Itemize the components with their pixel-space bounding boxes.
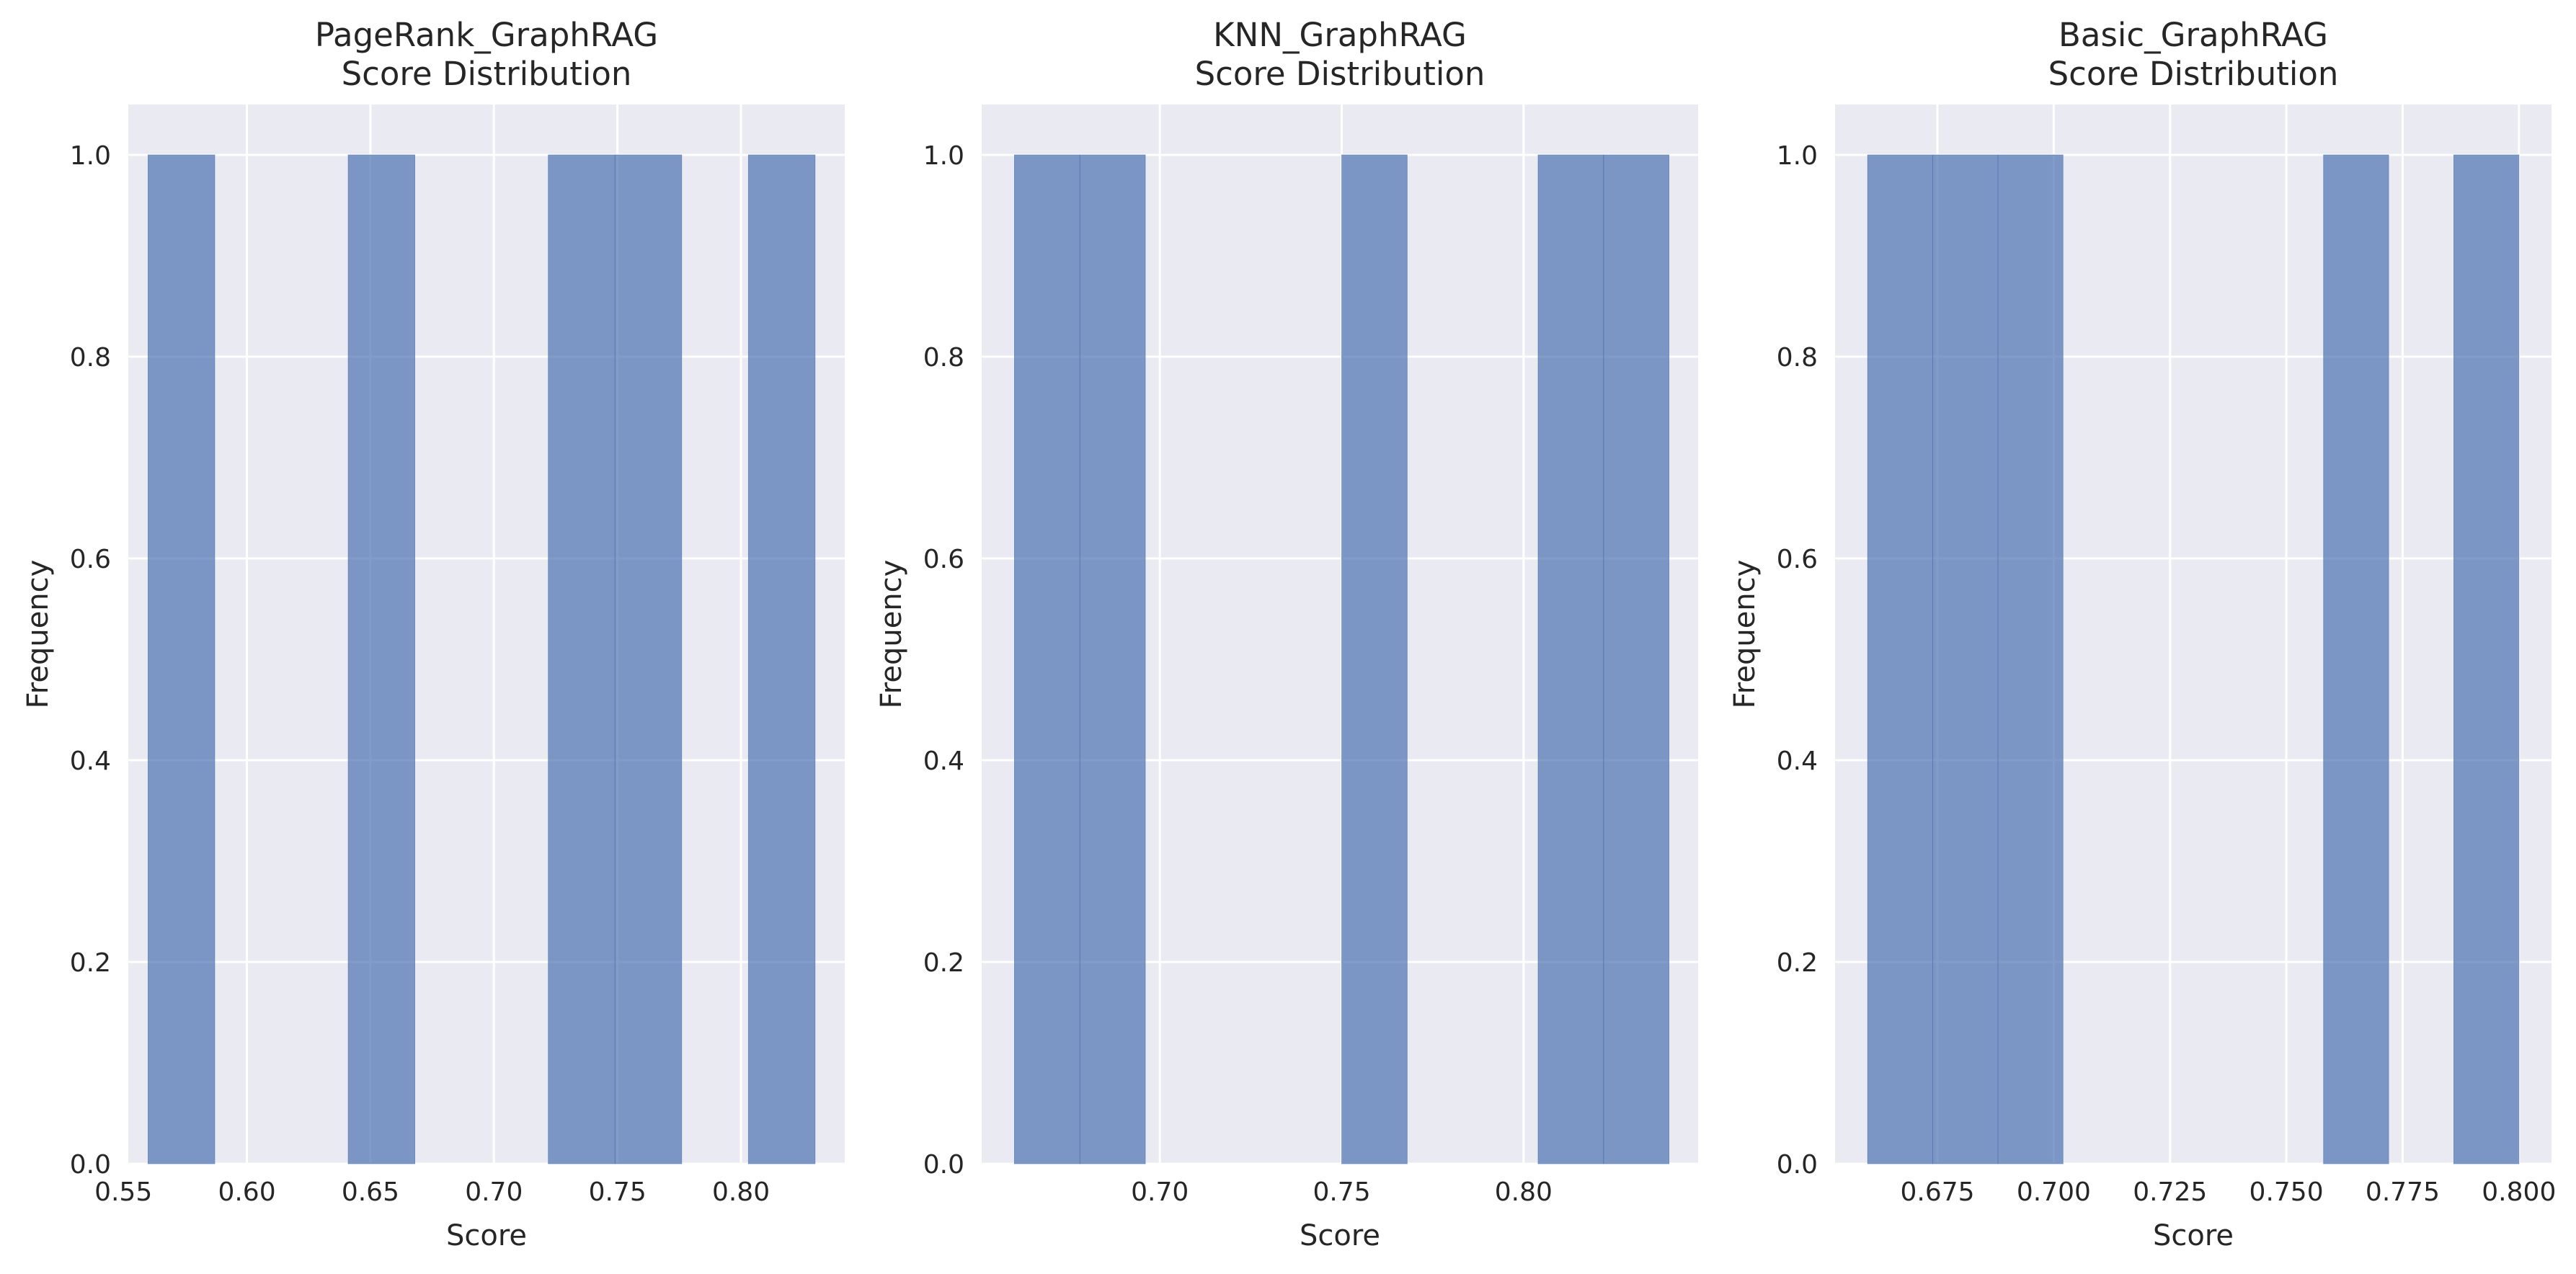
chart-title-line1: Basic_GraphRAG <box>2058 16 2328 54</box>
x-axis-label: Score <box>2153 1219 2234 1252</box>
histogram-bar <box>1997 154 2064 1164</box>
histogram-bar <box>1341 154 1408 1164</box>
x-axis-label: Score <box>446 1219 527 1252</box>
histogram-bar <box>1014 154 1080 1164</box>
x-tick-label: 0.75 <box>1313 1177 1370 1207</box>
y-tick-label: 0.8 <box>923 343 964 373</box>
histogram-bar <box>747 154 816 1164</box>
y-axis-label: Frequency <box>22 560 55 709</box>
x-tick-label: 0.800 <box>2482 1177 2556 1207</box>
y-tick-labels: 0.0 0.2 0.4 0.6 0.8 1.0 <box>923 141 964 1180</box>
y-tick-label: 0.8 <box>1777 343 1818 373</box>
y-tick-label: 0.0 <box>70 1150 111 1180</box>
y-tick-label: 0.4 <box>1777 747 1818 776</box>
histogram-bar <box>614 154 683 1164</box>
y-axis-label: Frequency <box>875 560 908 709</box>
x-tick-label: 0.750 <box>2249 1177 2324 1207</box>
x-axis-label: Score <box>1300 1219 1380 1252</box>
y-tick-label: 1.0 <box>923 141 964 171</box>
plot-area <box>128 104 845 1164</box>
histogram-bar <box>2323 154 2389 1164</box>
x-tick-label: 0.725 <box>2133 1177 2207 1207</box>
y-tick-label: 0.2 <box>923 948 964 978</box>
chart-title-line2: Score Distribution <box>2048 55 2339 93</box>
histogram-bar <box>548 154 616 1164</box>
x-tick-labels: 0.70 0.75 0.80 <box>1131 1177 1553 1207</box>
chart-title-line2: Score Distribution <box>342 55 632 93</box>
bars <box>148 154 816 1164</box>
y-tick-label: 0.0 <box>923 1150 964 1180</box>
y-tick-label: 0.6 <box>923 545 964 574</box>
y-tick-label: 0.6 <box>70 545 111 574</box>
y-tick-label: 0.6 <box>1777 545 1818 574</box>
bars <box>1014 154 1670 1164</box>
panel-knn: 0.70 0.75 0.80 0.0 0.2 0.4 0.6 0.8 1.0 KNN_Grap… <box>875 16 1698 1252</box>
x-tick-labels: 0.55 0.60 0.65 0.70 0.75 0.80 <box>94 1177 770 1207</box>
bars <box>1867 154 2520 1164</box>
x-tick-label: 0.80 <box>712 1177 770 1207</box>
chart-title-line1: KNN_GraphRAG <box>1213 16 1467 54</box>
histogram-bar <box>347 154 416 1164</box>
x-tick-label: 0.775 <box>2366 1177 2440 1207</box>
y-axis-label: Frequency <box>1728 560 1762 709</box>
grid-y <box>128 153 845 1165</box>
y-tick-label: 1.0 <box>1777 141 1818 171</box>
histogram-bar <box>1537 154 1604 1164</box>
histogram-bar <box>1932 154 1999 1164</box>
y-tick-label: 0.4 <box>923 747 964 776</box>
histogram-bar <box>1603 154 1670 1164</box>
x-tick-label: 0.700 <box>2017 1177 2091 1207</box>
y-tick-labels: 0.0 0.2 0.4 0.6 0.8 1.0 <box>1777 141 1818 1180</box>
y-tick-label: 0.2 <box>1777 948 1818 978</box>
x-tick-label: 0.80 <box>1495 1177 1553 1207</box>
y-tick-label: 0.4 <box>70 747 111 776</box>
x-tick-label: 0.55 <box>94 1177 152 1207</box>
histogram-bar <box>1079 154 1146 1164</box>
histogram-bar <box>148 154 216 1164</box>
y-tick-label: 0.2 <box>70 948 111 978</box>
histogram-bar <box>2453 154 2520 1164</box>
y-tick-label: 0.8 <box>70 343 111 373</box>
y-tick-labels: 0.0 0.2 0.4 0.6 0.8 1.0 <box>70 141 111 1180</box>
x-tick-label: 0.60 <box>218 1177 275 1207</box>
panel-basic: 0.675 0.700 0.725 0.750 0.775 0.800 0.0 0.2 0.4… <box>1728 16 2556 1252</box>
histogram-bar <box>1867 154 1933 1164</box>
y-tick-label: 1.0 <box>70 141 111 171</box>
x-tick-label: 0.70 <box>1131 1177 1189 1207</box>
x-tick-label: 0.65 <box>342 1177 399 1207</box>
chart-title-line1: PageRank_GraphRAG <box>315 16 658 54</box>
x-tick-label: 0.70 <box>465 1177 523 1207</box>
x-tick-label: 0.75 <box>589 1177 647 1207</box>
y-tick-label: 0.0 <box>1777 1150 1818 1180</box>
chart-title-line2: Score Distribution <box>1195 55 1485 93</box>
panel-pagerank: 0.55 0.60 0.65 0.70 0.75 0.80 0.0 0.2 0.4 0.6 0.8… <box>22 16 845 1252</box>
x-tick-label: 0.675 <box>1900 1177 1974 1207</box>
x-tick-labels: 0.675 0.700 0.725 0.750 0.775 0.800 <box>1900 1177 2556 1207</box>
